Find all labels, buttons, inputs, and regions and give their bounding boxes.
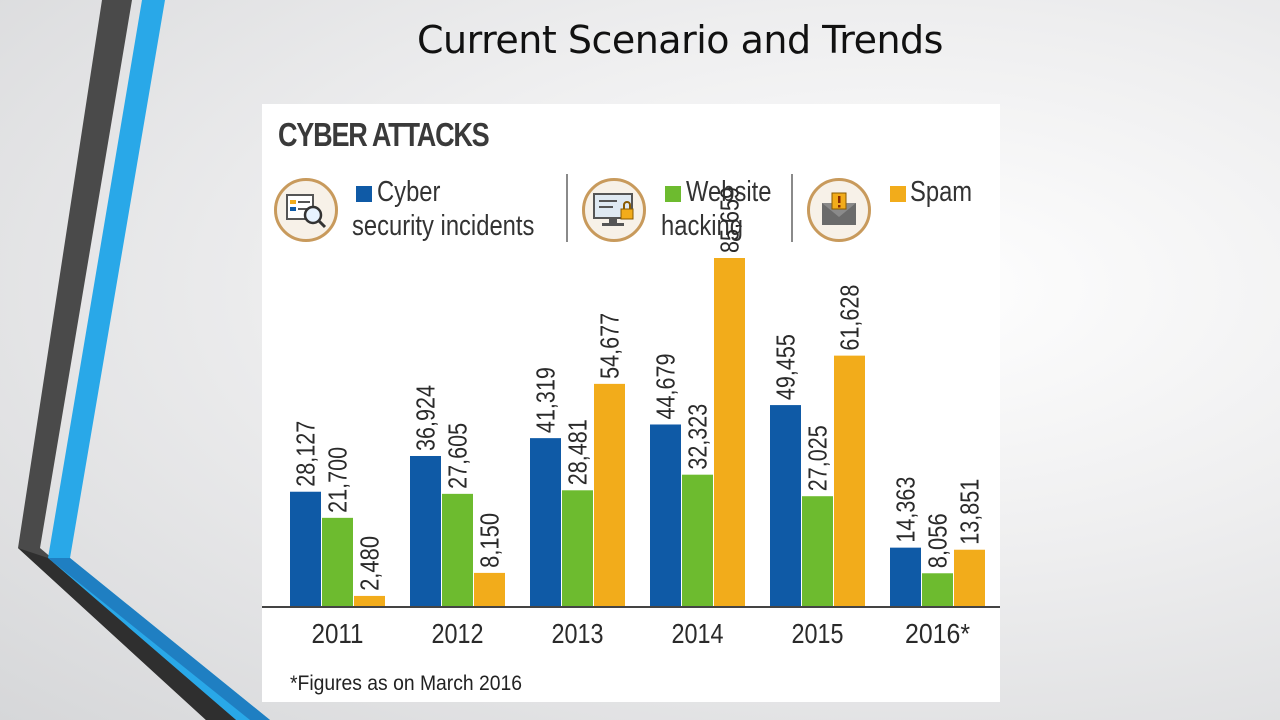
bar bbox=[474, 572, 505, 606]
x-tick-label: 2016* bbox=[905, 618, 970, 649]
data-label: 8,056 bbox=[923, 513, 953, 568]
bar bbox=[714, 258, 745, 606]
legend-divider bbox=[791, 174, 793, 242]
bar bbox=[410, 455, 441, 606]
legend-cyber-line2: security incidents bbox=[352, 210, 535, 242]
data-label: 41,319 bbox=[531, 367, 561, 433]
data-label: 44,679 bbox=[651, 353, 681, 419]
data-label: 27,025 bbox=[803, 425, 833, 491]
data-label: 61,628 bbox=[835, 285, 865, 351]
footnote: *Figures as on March 2016 bbox=[290, 672, 522, 695]
legend-cyber-line1: Cyber bbox=[377, 176, 441, 208]
bottom-blue-stripe bbox=[48, 558, 270, 720]
dark-stripe bbox=[18, 0, 244, 720]
data-label: 2,480 bbox=[355, 536, 385, 591]
chart-title: CYBER ATTACKS bbox=[278, 116, 490, 153]
bar bbox=[682, 474, 713, 606]
legend-swatch-website bbox=[665, 186, 681, 202]
x-tick-label: 2011 bbox=[312, 618, 364, 649]
x-tick-label: 2015 bbox=[792, 618, 844, 649]
blue-stripe bbox=[48, 0, 270, 720]
bar bbox=[290, 491, 321, 606]
data-label: 85,659 bbox=[715, 187, 745, 253]
monitor-lock-icon bbox=[582, 178, 646, 242]
data-label: 13,851 bbox=[955, 479, 985, 545]
data-label: 32,323 bbox=[683, 404, 713, 470]
envelope-alert-icon bbox=[807, 178, 871, 242]
bar bbox=[530, 438, 561, 606]
bar bbox=[442, 493, 473, 606]
chart-card: CYBER ATTACKS Cyber security incidents W… bbox=[262, 104, 1000, 702]
x-tick-label: 2012 bbox=[432, 618, 484, 649]
bar bbox=[802, 496, 833, 606]
bar bbox=[770, 405, 801, 606]
x-tick-label: 2014 bbox=[672, 618, 724, 649]
bar bbox=[594, 383, 625, 606]
bar bbox=[650, 424, 681, 606]
bar bbox=[834, 355, 865, 606]
bar bbox=[562, 490, 593, 606]
bar bbox=[354, 595, 385, 606]
legend-swatch-cyber bbox=[356, 186, 372, 202]
magnifier-document-icon bbox=[274, 178, 338, 242]
legend-website-line1: Website bbox=[686, 176, 772, 208]
data-label: 14,363 bbox=[891, 477, 921, 543]
legend-spam: Spam bbox=[910, 176, 973, 208]
legend-swatch-spam bbox=[890, 186, 906, 202]
legend-website-line2: hacking bbox=[661, 210, 743, 242]
data-label: 28,481 bbox=[563, 419, 593, 485]
data-label: 54,677 bbox=[595, 313, 625, 379]
legend-divider bbox=[566, 174, 568, 242]
bottom-shadow-stripe bbox=[18, 548, 236, 720]
x-tick-label: 2013 bbox=[552, 618, 604, 649]
data-label: 36,924 bbox=[411, 385, 441, 451]
bar bbox=[322, 517, 353, 606]
bar bbox=[922, 573, 953, 606]
data-label: 49,455 bbox=[771, 334, 801, 400]
bar bbox=[890, 547, 921, 606]
data-label: 8,150 bbox=[475, 513, 505, 568]
data-label: 28,127 bbox=[291, 421, 321, 487]
data-label: 27,605 bbox=[442, 423, 472, 489]
bar bbox=[954, 549, 985, 606]
data-label: 21,700 bbox=[323, 447, 353, 513]
slide-title: Current Scenario and Trends bbox=[417, 18, 943, 62]
